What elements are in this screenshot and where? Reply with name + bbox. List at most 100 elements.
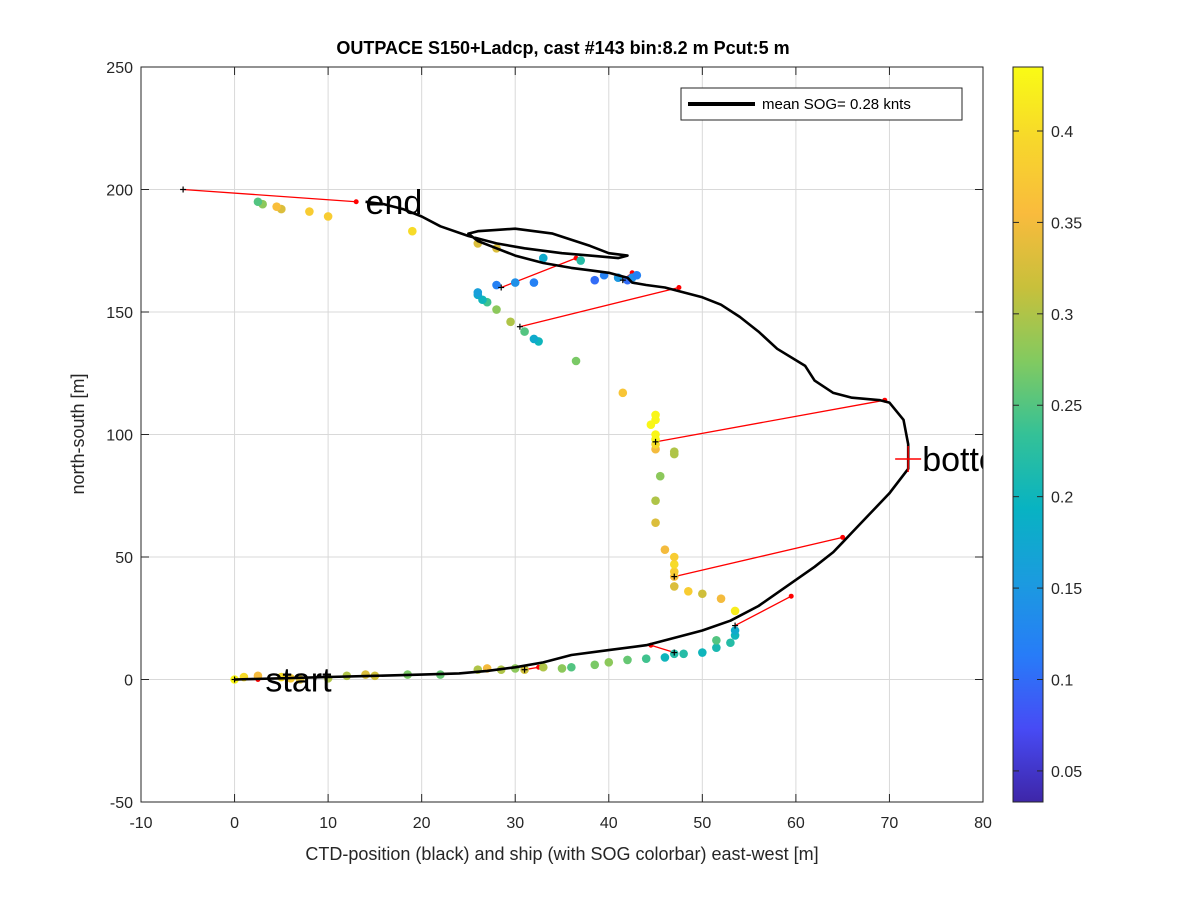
ship-point <box>712 636 721 645</box>
ship-point <box>492 305 501 314</box>
ship-point <box>651 496 660 505</box>
colorbar-tick-label: 0.1 <box>1051 673 1073 690</box>
ship-point <box>730 606 740 616</box>
annotation-end: end <box>366 184 423 222</box>
ship-point <box>557 664 567 673</box>
x-tick-label: 20 <box>413 815 431 832</box>
y-tick-label: 150 <box>106 305 133 322</box>
ship-point <box>361 670 370 679</box>
ship-point <box>698 589 707 599</box>
ship-point <box>669 447 679 456</box>
x-ticks: -10 0 10 20 30 40 50 60 70 80 <box>129 67 992 832</box>
ship-point <box>632 270 642 280</box>
connector-line <box>674 536 843 578</box>
ship-point <box>538 662 548 672</box>
colorbar-tick-label: 0.05 <box>1051 764 1082 781</box>
y-axis-label: north-south [m] <box>68 373 88 494</box>
ship-point <box>618 388 628 398</box>
ship-point <box>623 655 632 665</box>
x-tick-label: -10 <box>129 815 152 832</box>
y-tick-label: 100 <box>106 428 133 445</box>
colorbar-tick-label: 0.4 <box>1051 124 1073 141</box>
x-tick-label: 50 <box>693 815 711 832</box>
legend: mean SOG= 0.28 knts <box>680 87 963 121</box>
ship-point <box>529 334 539 344</box>
ship-point <box>651 518 660 527</box>
x-tick-label: 40 <box>600 815 618 832</box>
ship-point <box>529 278 539 287</box>
ship-point <box>669 582 679 591</box>
x-tick-label: 30 <box>506 815 524 832</box>
x-axis-label: CTD-position (black) and ship (with SOG … <box>305 844 818 864</box>
ship-point <box>698 648 707 657</box>
ship-point <box>669 567 679 576</box>
x-tick-label: 10 <box>319 815 337 832</box>
annotation-start: start <box>265 662 332 700</box>
ship-point <box>684 587 693 596</box>
connector-line <box>519 286 680 328</box>
ship-point <box>651 410 660 420</box>
ship-point <box>408 226 417 236</box>
legend-label: mean SOG= 0.28 knts <box>762 96 911 113</box>
ship-point <box>590 275 600 285</box>
ship-point <box>651 430 660 439</box>
colorbar-tick-label: 0.25 <box>1051 398 1082 415</box>
ship-point <box>567 662 576 672</box>
y-tick-label: 250 <box>106 60 133 77</box>
ship-point <box>660 653 670 662</box>
chart-title: OUTPACE S150+Ladcp, cast #143 bin:8.2 m … <box>336 38 789 58</box>
ship-point <box>323 212 333 221</box>
ship-point <box>571 356 581 366</box>
ship-point <box>660 545 670 554</box>
x-tick-label: 70 <box>881 815 899 832</box>
connector-line <box>655 399 885 443</box>
colorbar-tick-label: 0.35 <box>1051 215 1082 232</box>
ship-point <box>655 471 665 481</box>
y-tick-label: 50 <box>115 550 133 567</box>
connector-ctd-dot <box>840 534 846 540</box>
ship-point <box>253 197 263 207</box>
ship-point <box>669 560 679 569</box>
x-tick-label: 60 <box>787 815 805 832</box>
connector-line <box>734 595 792 627</box>
connector-ctd-dot <box>788 593 794 599</box>
colorbar <box>1012 66 1044 803</box>
ship-point <box>712 643 721 652</box>
ship-point <box>510 278 520 287</box>
y-tick-label: -50 <box>110 795 133 812</box>
ship-point <box>520 327 529 336</box>
colorbar-tick-label: 0.15 <box>1051 581 1082 598</box>
ship-point <box>716 594 726 603</box>
x-tick-label: 0 <box>230 815 239 832</box>
connector-ctd-dot <box>676 285 682 290</box>
ship-point <box>538 253 548 263</box>
y-tick-label: 0 <box>124 673 133 690</box>
colorbar-tick-label: 0.2 <box>1051 490 1073 507</box>
ship-point <box>669 552 679 562</box>
ship-point <box>473 288 483 297</box>
connector-line <box>183 188 357 203</box>
ship-points <box>230 197 740 684</box>
y-tick-label: 200 <box>106 183 133 200</box>
ctd-track-line <box>234 200 910 681</box>
ship-point <box>590 660 600 670</box>
x-tick-label: 80 <box>974 815 992 832</box>
colorbar-tick-label: 0.3 <box>1051 307 1073 324</box>
connector-line <box>650 644 675 654</box>
ship-point <box>726 638 735 648</box>
connector-ctd-dot <box>353 199 359 205</box>
ship-point <box>679 649 688 659</box>
y-ticks: -50 0 50 100 150 200 250 <box>106 60 983 812</box>
annotation-bottom: bottom <box>922 441 1026 479</box>
ship-point <box>641 654 651 663</box>
ship-point <box>604 658 614 667</box>
ship-point <box>506 317 515 327</box>
ctd-track-group <box>234 200 910 681</box>
ship-point <box>576 256 586 265</box>
colorbar-ticks: 0.05 0.1 0.15 0.2 0.25 0.3 0.35 0.4 <box>1013 124 1082 781</box>
ship-point <box>730 626 740 635</box>
endpoint-markers <box>180 186 922 683</box>
ship-point <box>305 207 314 216</box>
